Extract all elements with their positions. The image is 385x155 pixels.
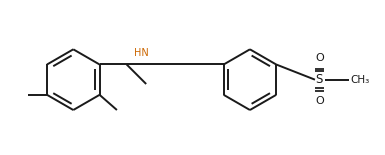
Text: S: S: [316, 73, 323, 86]
Text: O: O: [315, 96, 324, 106]
Text: O: O: [315, 53, 324, 63]
Text: CH₃: CH₃: [350, 75, 370, 85]
Text: HN: HN: [134, 48, 149, 58]
